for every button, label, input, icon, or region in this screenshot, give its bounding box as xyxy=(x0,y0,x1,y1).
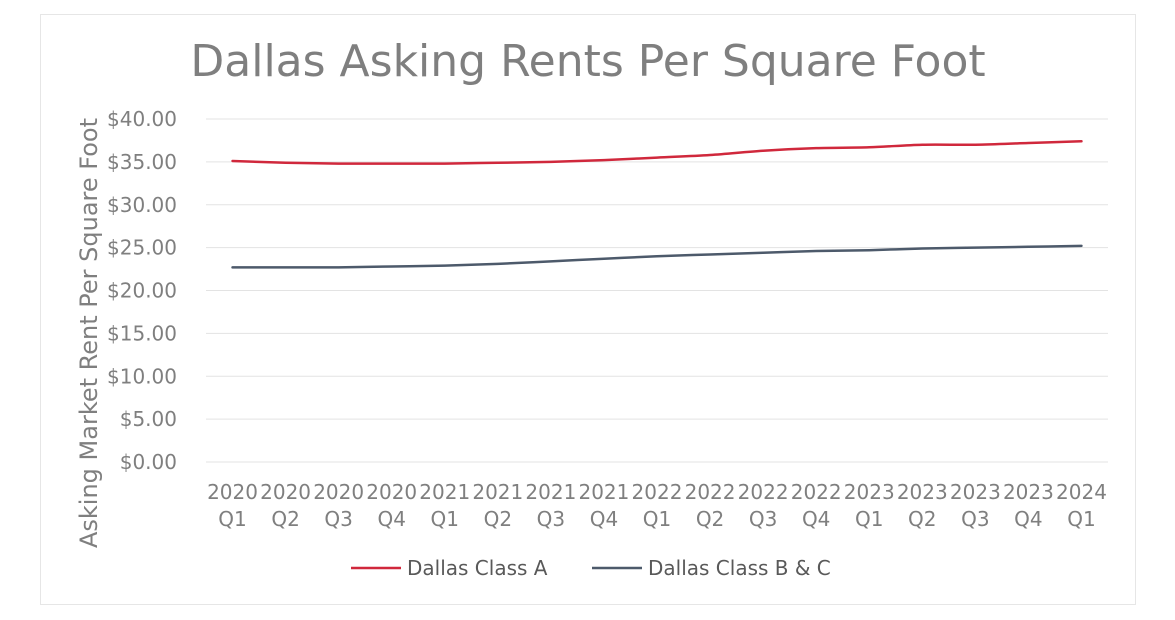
y-tick-label: $30.00 xyxy=(107,193,177,217)
legend-label-class-b-c: Dallas Class B & C xyxy=(648,556,831,580)
series-line-0 xyxy=(231,140,1083,165)
x-tick-label-quarter: Q4 xyxy=(802,507,830,531)
y-axis-label: Asking Market Rent Per Square Foot xyxy=(75,118,103,548)
legend: Dallas Class A Dallas Class B & C xyxy=(351,556,831,580)
x-tick-label-quarter: Q2 xyxy=(484,507,512,531)
x-tick-label-year: 2020 xyxy=(207,480,258,504)
y-tick-label: $40.00 xyxy=(107,107,177,131)
x-tick-label-quarter: Q4 xyxy=(590,507,618,531)
x-tick-label-year: 2023 xyxy=(897,480,948,504)
y-axis-ticks: $0.00 $5.00 $10.00 $15.00 $20.00 $25.00 $30.00… xyxy=(107,107,177,474)
series-lines xyxy=(231,140,1083,269)
x-tick-label-year: 2020 xyxy=(313,480,364,504)
x-tick-label-year: 2024 xyxy=(1056,480,1107,504)
x-tick-label-year: 2020 xyxy=(366,480,417,504)
y-tick-label: $35.00 xyxy=(107,150,177,174)
x-axis-ticks: 2020 Q1 2020 Q2 2020 Q3 2020 Q4 2021 Q1 2021 Q2 2021… xyxy=(207,480,1107,531)
x-tick-label-year: 2020 xyxy=(260,480,311,504)
x-tick-label-quarter: Q1 xyxy=(1067,507,1095,531)
chart-title: Dallas Asking Rents Per Square Foot xyxy=(190,36,985,87)
x-tick-label-quarter: Q3 xyxy=(961,507,989,531)
x-tick-label-quarter: Q1 xyxy=(643,507,671,531)
x-tick-label-year: 2023 xyxy=(950,480,1001,504)
y-tick-label: $10.00 xyxy=(107,364,177,388)
y-tick-label: $20.00 xyxy=(107,279,177,303)
x-tick-label-year: 2021 xyxy=(578,480,629,504)
x-tick-label-quarter: Q3 xyxy=(324,507,352,531)
x-tick-label-year: 2021 xyxy=(419,480,470,504)
x-tick-label-year: 2022 xyxy=(685,480,736,504)
y-tick-label: $15.00 xyxy=(107,321,177,345)
x-tick-label-quarter: Q2 xyxy=(271,507,299,531)
chart-frame xyxy=(40,14,1136,605)
x-tick-label-year: 2021 xyxy=(472,480,523,504)
x-tick-label-year: 2022 xyxy=(738,480,789,504)
x-tick-label-year: 2021 xyxy=(525,480,576,504)
x-tick-label-quarter: Q4 xyxy=(1014,507,1042,531)
x-tick-label-quarter: Q1 xyxy=(431,507,459,531)
x-tick-label-quarter: Q4 xyxy=(377,507,405,531)
x-tick-label-year: 2023 xyxy=(1003,480,1054,504)
x-tick-label-quarter: Q3 xyxy=(537,507,565,531)
x-tick-label-year: 2022 xyxy=(791,480,842,504)
y-tick-label: $25.00 xyxy=(107,236,177,260)
gridlines xyxy=(206,118,1108,463)
series-line-1 xyxy=(231,244,1083,269)
y-tick-label: $0.00 xyxy=(120,450,177,474)
y-tick-label: $5.00 xyxy=(120,407,177,431)
legend-label-class-a: Dallas Class A xyxy=(407,556,548,580)
x-tick-label-quarter: Q3 xyxy=(749,507,777,531)
x-tick-label-quarter: Q1 xyxy=(855,507,883,531)
x-tick-label-year: 2022 xyxy=(632,480,683,504)
x-tick-label-year: 2023 xyxy=(844,480,895,504)
x-tick-label-quarter: Q1 xyxy=(218,507,246,531)
x-tick-label-quarter: Q2 xyxy=(908,507,936,531)
x-tick-label-quarter: Q2 xyxy=(696,507,724,531)
